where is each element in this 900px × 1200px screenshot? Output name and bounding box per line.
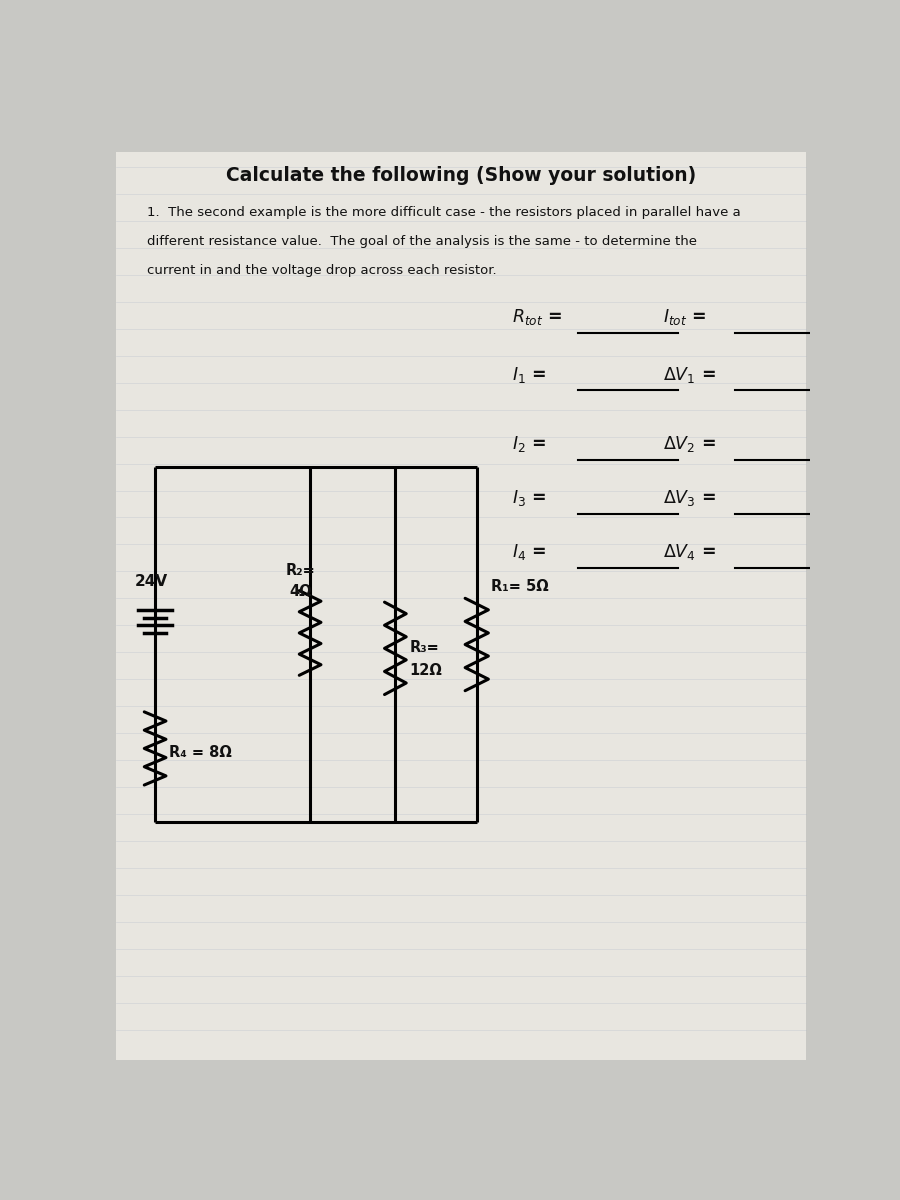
Text: $\Delta V_1$ =: $\Delta V_1$ = (662, 365, 716, 385)
Text: R₃=: R₃= (410, 640, 439, 654)
Text: 12Ω: 12Ω (410, 662, 442, 678)
Text: 4Ω: 4Ω (290, 584, 312, 599)
Text: current in and the voltage drop across each resistor.: current in and the voltage drop across e… (148, 264, 497, 277)
Text: $\Delta V_3$ =: $\Delta V_3$ = (662, 488, 716, 508)
Text: 1.  The second example is the more difficult case - the resistors placed in para: 1. The second example is the more diffic… (148, 205, 741, 218)
FancyBboxPatch shape (116, 151, 806, 1061)
Text: R₄ = 8Ω: R₄ = 8Ω (169, 745, 232, 760)
Text: R₁= 5Ω: R₁= 5Ω (491, 580, 548, 594)
Text: Calculate the following (Show your solution): Calculate the following (Show your solut… (226, 166, 697, 185)
Text: R₂=: R₂= (286, 563, 316, 577)
Text: $I_4$ =: $I_4$ = (511, 542, 545, 562)
Text: $I_{tot}$ =: $I_{tot}$ = (662, 307, 706, 328)
Text: $R_{tot}$ =: $R_{tot}$ = (511, 307, 562, 328)
Text: 24V: 24V (135, 574, 167, 589)
Text: $I_3$ =: $I_3$ = (511, 488, 545, 508)
Text: $I_2$ =: $I_2$ = (511, 434, 545, 455)
Text: $I_1$ =: $I_1$ = (511, 365, 545, 385)
Text: $\Delta V_2$ =: $\Delta V_2$ = (662, 434, 716, 455)
Text: different resistance value.  The goal of the analysis is the same - to determine: different resistance value. The goal of … (148, 235, 698, 248)
Text: $\Delta V_4$ =: $\Delta V_4$ = (662, 542, 716, 562)
